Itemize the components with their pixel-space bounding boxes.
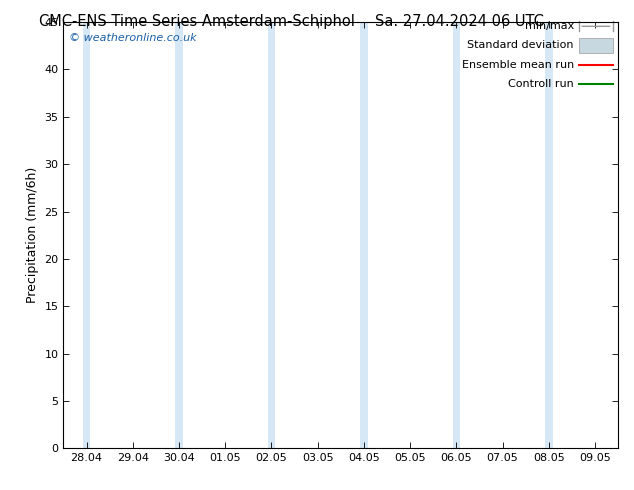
Text: © weatheronline.co.uk: © weatheronline.co.uk: [69, 33, 197, 43]
Text: Ensemble mean run: Ensemble mean run: [462, 60, 574, 70]
Text: Sa. 27.04.2024 06 UTC: Sa. 27.04.2024 06 UTC: [375, 14, 544, 29]
Bar: [268, 22, 275, 448]
Bar: [579, 38, 612, 53]
Bar: [453, 22, 460, 448]
Text: min/max: min/max: [524, 21, 574, 31]
Bar: [360, 22, 368, 448]
Bar: [545, 22, 552, 448]
Bar: [175, 22, 183, 448]
Bar: [83, 22, 90, 448]
Text: CMC-ENS Time Series Amsterdam-Schiphol: CMC-ENS Time Series Amsterdam-Schiphol: [39, 14, 354, 29]
Y-axis label: Precipitation (mm/6h): Precipitation (mm/6h): [26, 167, 39, 303]
Text: Controll run: Controll run: [508, 79, 574, 89]
Text: Standard deviation: Standard deviation: [467, 41, 574, 50]
